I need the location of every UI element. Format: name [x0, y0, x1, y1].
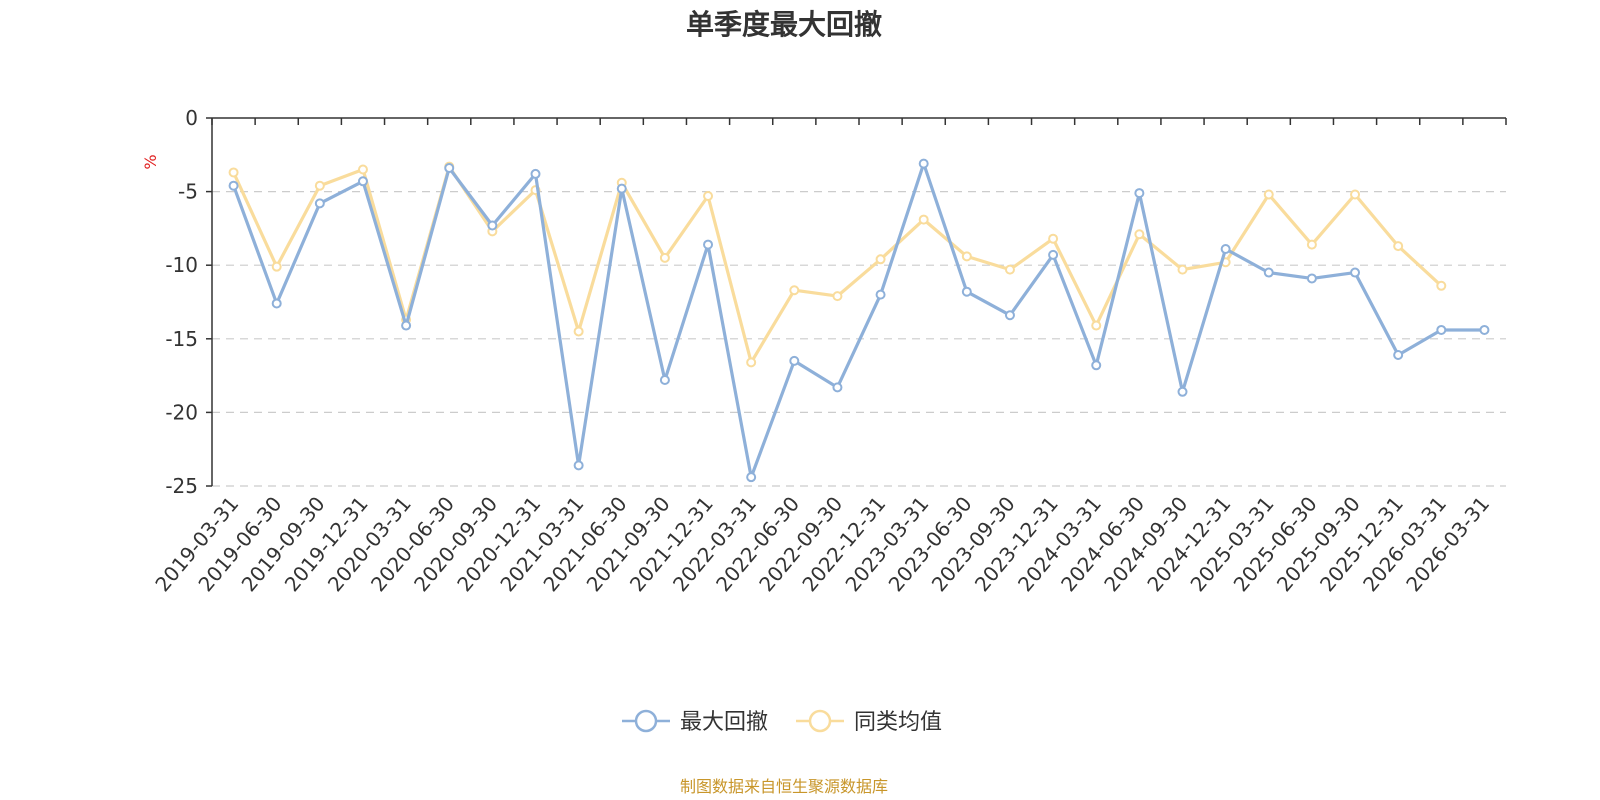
data-point [357, 164, 368, 175]
data-point [228, 180, 239, 191]
chart-title: 单季度最大回撤 [686, 8, 882, 41]
data-point [1177, 264, 1188, 275]
data-point [1436, 280, 1447, 291]
legend-item: 同类均值 [796, 709, 942, 735]
data-point [1306, 273, 1317, 284]
legend: 最大回撤 同类均值 [622, 709, 942, 735]
data-point [1004, 264, 1015, 275]
data-point [961, 251, 972, 262]
data-point [1393, 349, 1404, 360]
data-point [1263, 267, 1274, 278]
data-point [703, 191, 714, 202]
data-point [357, 176, 368, 187]
legend-marker-icon [808, 709, 832, 733]
data-point [703, 239, 714, 250]
series-line [232, 162, 1485, 479]
data-point [1479, 324, 1490, 335]
data-point [271, 261, 282, 272]
y-tick-label: -20 [165, 400, 198, 424]
data-point [401, 320, 412, 331]
data-point [832, 291, 843, 302]
data-point [314, 198, 325, 209]
data-point [1134, 229, 1145, 240]
data-point [1134, 188, 1145, 199]
data-point [832, 382, 843, 393]
data-point [789, 285, 800, 296]
legend-label: 同类均值 [854, 710, 942, 735]
data-point [1048, 233, 1059, 244]
data-point [961, 286, 972, 297]
data-point [1393, 241, 1404, 252]
data-point [918, 158, 929, 169]
y-tick-label: -10 [165, 253, 198, 277]
y-tick-label: -5 [178, 180, 198, 204]
source-note: 制图数据来自恒生聚源数据库 [680, 777, 888, 796]
series-line [232, 165, 1443, 364]
series-0 [228, 158, 1490, 483]
series-layer [228, 158, 1490, 483]
data-point [444, 163, 455, 174]
data-point [918, 214, 929, 225]
data-point [573, 460, 584, 471]
y-tick-label: 0 [185, 106, 198, 130]
data-point [1350, 189, 1361, 200]
data-point [659, 375, 670, 386]
series-1 [228, 161, 1447, 368]
data-point [1306, 239, 1317, 250]
data-point [616, 183, 627, 194]
y-tick-label: -25 [165, 474, 198, 498]
data-point [1220, 244, 1231, 255]
data-point [659, 252, 670, 263]
data-point [1177, 386, 1188, 397]
data-point [746, 357, 757, 368]
y-axis-unit: % [141, 154, 160, 169]
data-point [487, 220, 498, 231]
data-point [789, 355, 800, 366]
axes: 0-5-10-15-20-252019-03-312019-06-302019-… [150, 106, 1507, 596]
y-tick-label: -15 [165, 327, 198, 351]
legend-label: 最大回撤 [680, 710, 768, 735]
data-point [875, 254, 886, 265]
data-point [271, 298, 282, 309]
legend-item: 最大回撤 [622, 709, 768, 735]
data-point [1004, 310, 1015, 321]
data-point [228, 167, 239, 178]
data-point [746, 472, 757, 483]
data-point [1091, 320, 1102, 331]
data-point [1436, 324, 1447, 335]
data-point [573, 326, 584, 337]
legend-marker-icon [634, 709, 658, 733]
data-point [1350, 267, 1361, 278]
data-point [1048, 249, 1059, 260]
data-point [875, 289, 886, 300]
data-point [1263, 189, 1274, 200]
data-point [530, 168, 541, 179]
data-point [314, 180, 325, 191]
data-point [1091, 360, 1102, 371]
